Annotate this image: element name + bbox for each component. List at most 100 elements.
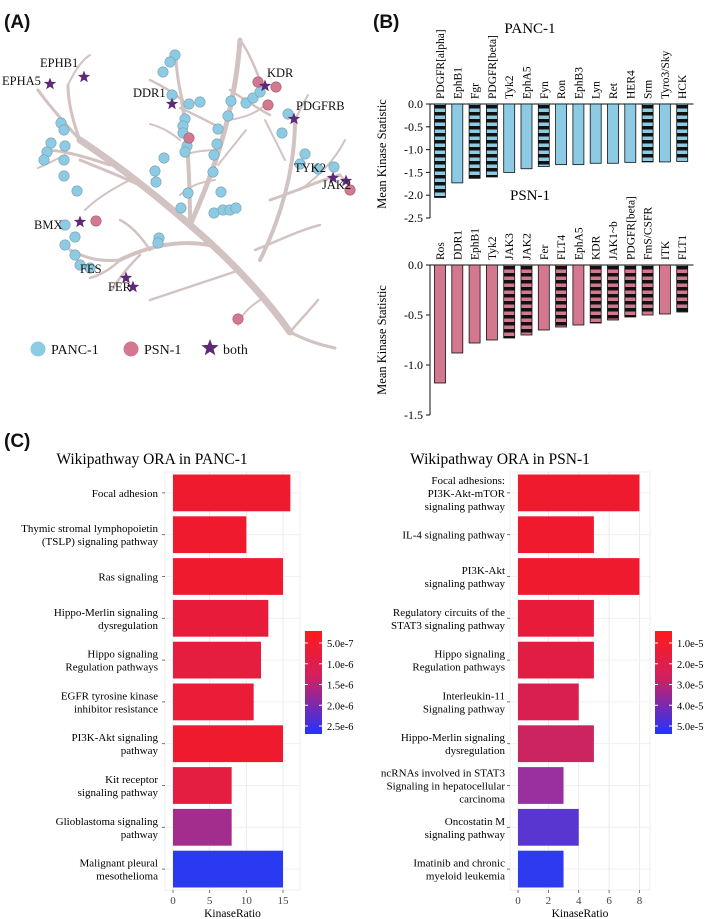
category-label: signaling pathway xyxy=(425,578,506,590)
bar-category-label: Fer xyxy=(539,245,551,261)
legend-label: PSN-1 xyxy=(144,343,181,358)
kinase-bar-chart: PSN-1 0.0 -0.5 -1.0 -1.5 Mean Kinase Statisti… xyxy=(375,188,694,422)
both-star xyxy=(339,174,353,187)
bar xyxy=(537,103,550,167)
bar xyxy=(624,264,637,318)
both-star xyxy=(126,280,140,293)
category-label: signaling pathway xyxy=(425,501,506,513)
tree-branch xyxy=(110,253,142,292)
bar xyxy=(451,103,464,184)
x-tick-label: 2 xyxy=(546,895,552,907)
panel-label-b: (B) xyxy=(373,12,400,33)
panc-node xyxy=(164,56,176,68)
bar-category-label: KDR xyxy=(591,235,603,260)
tree-branch xyxy=(88,258,122,280)
panc-node xyxy=(45,137,57,149)
panc-node xyxy=(312,163,324,175)
bar xyxy=(518,516,594,554)
psn-node xyxy=(262,99,274,111)
bar-category-label: PDGFR[beta] xyxy=(625,196,637,260)
bar-category-label: Ret xyxy=(608,82,620,99)
panc-node xyxy=(207,166,219,178)
bar xyxy=(641,264,654,316)
bar-category-label: Tyro3/Sky xyxy=(660,50,672,99)
panc-node xyxy=(194,96,206,108)
panc-node xyxy=(182,187,194,199)
ora-chart: Wikipathway ORA in PSN-1 0 2 4 6 8 KinaseRatio… xyxy=(381,451,704,919)
bar xyxy=(173,767,232,804)
both-star xyxy=(326,171,340,184)
tree-kinase-label: EPHA5 xyxy=(2,74,41,88)
category-label: Hippo-Merlin signaling xyxy=(54,607,159,619)
bar xyxy=(173,808,232,846)
category-label: Thymic stromal lymphopoietin xyxy=(21,523,158,535)
colorbar-label: 1.5e-6 xyxy=(327,681,354,692)
category-label: IL-4 signaling pathway xyxy=(402,530,505,542)
panc-node xyxy=(328,161,340,173)
panc-node xyxy=(294,158,306,170)
colorbar-label: 1.0e-6 xyxy=(327,660,354,671)
category-label: Imatinib and chronic xyxy=(413,858,505,870)
tree-branch xyxy=(84,179,131,211)
panc-node xyxy=(222,110,234,122)
tree-branch xyxy=(66,83,82,142)
bar xyxy=(173,725,283,763)
y-tick-label: -2.0 xyxy=(404,188,423,202)
panc-node xyxy=(211,138,223,150)
panc-node xyxy=(59,239,71,251)
category-label: PI3K-Akt signaling xyxy=(72,732,159,744)
category-label: Hippo signaling xyxy=(434,649,505,661)
panc-legend-icon xyxy=(30,341,46,357)
bar xyxy=(607,264,619,321)
tree-branch xyxy=(148,268,242,302)
bar-category-label: Fyn xyxy=(539,81,551,99)
x-tick-label: 8 xyxy=(637,895,643,907)
psn-node xyxy=(183,132,195,144)
psn-legend-icon xyxy=(123,341,139,357)
category-label: carcinoma xyxy=(459,794,505,806)
bar xyxy=(518,683,579,721)
category-label: STAT3 signaling pathway xyxy=(391,620,505,632)
bar-category-label: JAK3 xyxy=(504,233,516,260)
y-axis-label: Mean Kinase Statistic xyxy=(375,99,389,209)
panc-node xyxy=(157,66,169,78)
bar xyxy=(572,264,585,326)
category-label: signaling pathway xyxy=(425,829,506,841)
both-star xyxy=(43,77,57,90)
both-star xyxy=(119,271,133,284)
bar xyxy=(173,599,269,637)
y-axis-label: Mean Kinase Statistic xyxy=(375,285,389,395)
bar-category-label: Ron xyxy=(556,80,568,99)
psn-node xyxy=(270,81,282,93)
kinase-bar-chart: PANC-1 0.0 -0.5 -1.0 -1.5 -2.0 -2.5 Mean Kinase… xyxy=(375,21,694,225)
panc-node xyxy=(74,259,86,271)
both-legend-icon xyxy=(201,339,219,356)
colorbar-label: 2.0e-6 xyxy=(327,701,354,712)
category-label: Signaling in hepatocellular xyxy=(386,781,505,793)
bar-category-label: HCK xyxy=(677,74,689,99)
tree-kinase-label: FES xyxy=(80,262,102,276)
chart-title: PANC-1 xyxy=(504,21,555,37)
panc-node xyxy=(152,237,164,249)
category-label: EGFR tyrosine kinase xyxy=(61,690,158,702)
category-label: dysregulation xyxy=(445,745,505,757)
panel-label-a: (A) xyxy=(4,12,31,33)
y-tick-label: -2.5 xyxy=(404,211,423,225)
bar xyxy=(659,103,671,163)
category-label: Focal adhesion xyxy=(92,488,159,500)
legend-label: both xyxy=(223,343,248,358)
bar xyxy=(518,599,594,637)
bar-category-label: Fgr xyxy=(470,83,482,99)
bar xyxy=(518,558,640,595)
category-label: inhibitor resistance xyxy=(74,703,158,715)
bar-category-label: EphB1 xyxy=(452,67,464,99)
panc-node xyxy=(247,92,259,104)
x-tick-label: 15 xyxy=(278,895,290,907)
bar xyxy=(503,264,516,339)
tree-kinase-label: EPHB1 xyxy=(40,56,78,70)
tree-branch xyxy=(118,218,152,252)
tree-branch xyxy=(36,88,82,142)
tree-branch xyxy=(118,241,212,262)
bar-category-label: EphA5 xyxy=(522,66,534,99)
